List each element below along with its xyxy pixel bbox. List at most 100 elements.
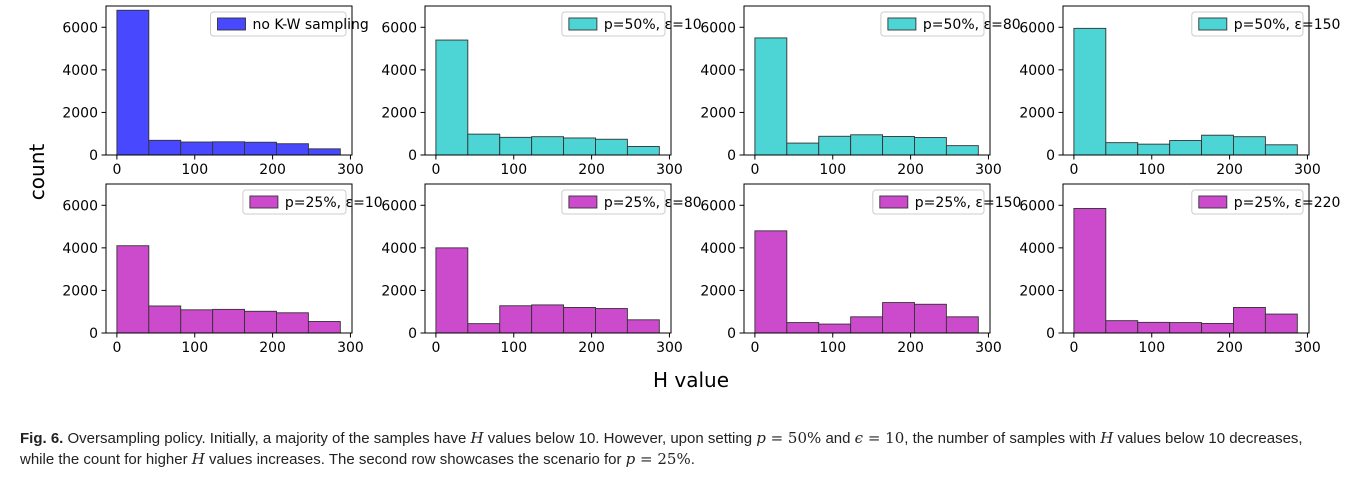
caption-math-p-2: p	[625, 450, 636, 468]
histogram-bar	[148, 139, 182, 156]
histogram-bar	[754, 230, 788, 334]
y-tick-label: 0	[1046, 326, 1055, 342]
x-tick-label: 100	[819, 340, 846, 356]
y-tick-label: 6000	[62, 20, 98, 36]
figure-ylabel: count	[25, 144, 49, 201]
histogram-bar	[882, 136, 915, 156]
x-tick-label: 0	[431, 340, 440, 356]
legend-swatch	[887, 17, 917, 31]
x-tick-label: 300	[975, 340, 1002, 356]
x-tick-label: 300	[337, 162, 364, 178]
histogram-bar	[945, 316, 979, 334]
histogram-bar	[276, 143, 309, 156]
histogram-bar	[1073, 208, 1107, 334]
y-tick-label: 2000	[700, 283, 736, 299]
histogram-bar	[1105, 320, 1139, 334]
histogram-bar	[1201, 322, 1234, 334]
x-tick-label: 100	[181, 340, 208, 356]
x-tick-label: 300	[656, 162, 683, 178]
histogram-bar	[499, 305, 533, 334]
legend-label: p=25%, ε=80	[604, 195, 702, 211]
y-tick-label: 0	[408, 148, 417, 164]
histogram-bar	[531, 304, 565, 334]
x-tick-label: 0	[431, 162, 440, 178]
axes-frame	[424, 183, 672, 334]
x-tick-label: 0	[750, 162, 759, 178]
y-tick-label: 2000	[700, 105, 736, 121]
caption-math-h-2: H	[1100, 429, 1114, 447]
x-tick-label: 300	[656, 340, 683, 356]
y-tick-label: 2000	[62, 283, 98, 299]
y-tick-label: 4000	[381, 241, 417, 257]
caption-text-3: and	[821, 430, 855, 447]
x-tick-label: 0	[750, 340, 759, 356]
x-tick-label: 0	[112, 162, 121, 178]
y-tick-label: 6000	[1019, 20, 1055, 36]
panel-7: 0 100 200 300 0 2000 4000 6000 p=25%, ε=150	[700, 183, 1021, 356]
legend-label: p=50%, ε=150	[1234, 17, 1341, 33]
y-tick-label: 6000	[62, 198, 98, 214]
panel-3: 0 100 200 300 0 2000 4000 6000 p=50%, ε=80	[700, 5, 1021, 178]
x-tick-label: 0	[1069, 162, 1078, 178]
x-tick-label: 300	[975, 162, 1002, 178]
y-tick-label: 4000	[700, 241, 736, 257]
axes-frame	[424, 5, 672, 156]
y-tick-label: 4000	[1019, 63, 1055, 79]
y-tick-label: 4000	[700, 63, 736, 79]
x-tick-label: 300	[1294, 162, 1321, 178]
y-tick-label: 0	[727, 326, 736, 342]
legend-label: no K-W sampling	[253, 17, 369, 33]
histogram-bar	[1169, 322, 1203, 334]
y-tick-label: 6000	[700, 20, 736, 36]
axes-frame	[1062, 5, 1310, 156]
y-tick-label: 2000	[381, 105, 417, 121]
x-tick-label: 200	[259, 340, 286, 356]
x-tick-label: 100	[181, 162, 208, 178]
histogram-bar	[914, 137, 947, 156]
y-tick-label: 4000	[1019, 241, 1055, 257]
x-tick-label: 300	[1294, 340, 1321, 356]
axes-frame	[105, 183, 353, 334]
histogram-bar	[563, 137, 596, 156]
legend-swatch	[249, 195, 279, 209]
panel-8: 0 100 200 300 0 2000 4000 6000 p=25%, ε=220	[1019, 183, 1341, 356]
histogram-bar	[276, 312, 309, 334]
legend-swatch	[1198, 195, 1228, 209]
histogram-bar	[116, 9, 150, 156]
x-tick-label: 200	[897, 340, 924, 356]
x-tick-label: 100	[1138, 162, 1165, 178]
histogram-bar	[180, 141, 214, 156]
axes-frame	[105, 5, 353, 156]
y-tick-label: 6000	[381, 20, 417, 36]
axes-frame	[743, 5, 991, 156]
histogram-bar	[499, 136, 533, 156]
caption-math-epsilon-value: = 10	[863, 429, 905, 447]
legend-label: p=25%, ε=220	[1234, 195, 1341, 211]
legend-swatch	[217, 17, 246, 31]
legend-swatch	[879, 195, 909, 209]
caption-math-p-value: = 50%	[765, 429, 822, 447]
histogram-bar	[914, 303, 947, 334]
histogram-bar	[307, 148, 341, 156]
caption-math-h: H	[470, 429, 484, 447]
y-tick-label: 4000	[62, 241, 98, 257]
histogram-bar	[531, 136, 565, 156]
y-tick-label: 6000	[381, 198, 417, 214]
y-tick-label: 4000	[62, 63, 98, 79]
histogram-bar	[626, 319, 660, 334]
y-tick-label: 0	[408, 326, 417, 342]
y-tick-label: 2000	[381, 283, 417, 299]
caption-text-6: values increases. The second row showcas…	[204, 451, 626, 468]
histogram-bar	[754, 37, 788, 156]
x-tick-label: 200	[897, 162, 924, 178]
legend-swatch	[568, 17, 598, 31]
histogram-bar	[1169, 140, 1203, 156]
figure-xlabel: H value	[653, 368, 729, 392]
caption-label: Fig. 6.	[20, 430, 64, 447]
x-tick-label: 100	[1138, 340, 1165, 356]
histogram-bar	[1201, 134, 1234, 156]
y-tick-label: 0	[89, 326, 98, 342]
legend-label: p=25%, ε=10	[285, 195, 383, 211]
x-tick-label: 200	[259, 162, 286, 178]
histogram-bar	[595, 308, 628, 334]
